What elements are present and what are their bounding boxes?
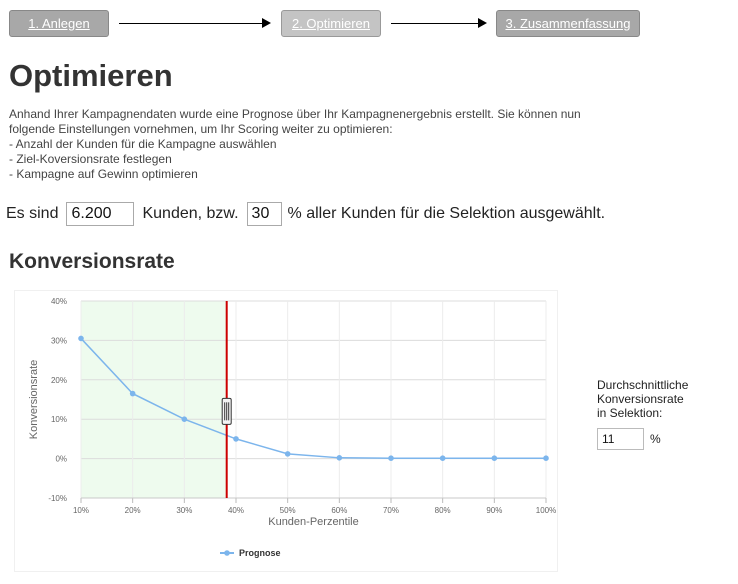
- data-point: [233, 436, 239, 442]
- y-tick-label: 40%: [51, 297, 67, 306]
- intro-bullet-2: - Ziel-Koversionsrate festlegen: [9, 152, 172, 166]
- data-point: [336, 455, 343, 461]
- data-point: [284, 451, 291, 457]
- selection-row: Es sind Kunden, bzw. % aller Kunden für …: [6, 202, 605, 226]
- x-tick-label: 10%: [73, 506, 89, 515]
- x-tick-label: 20%: [125, 506, 141, 515]
- selection-middle: Kunden, bzw.: [142, 205, 239, 222]
- selection-area: [81, 301, 227, 498]
- y-tick-label: 20%: [51, 376, 67, 385]
- step-zusammenfassung[interactable]: 3. Zusammenfassung: [496, 10, 640, 37]
- y-tick-label: 0%: [55, 455, 67, 464]
- step-anlegen[interactable]: 1. Anlegen: [9, 10, 109, 37]
- average-rate-label-1: Durchschnittliche: [597, 378, 689, 392]
- x-tick-label: 30%: [176, 506, 192, 515]
- step-arrow-1: [119, 18, 271, 28]
- intro-line-1: Anhand Ihrer Kampagnendaten wurde eine P…: [9, 107, 581, 121]
- page-title: Optimieren: [9, 58, 173, 93]
- customers-count-input[interactable]: [66, 202, 135, 226]
- data-point: [543, 455, 549, 462]
- data-point: [491, 455, 498, 462]
- selection-suffix: % aller Kunden für die Selektion ausgewä…: [287, 205, 606, 222]
- data-point: [129, 390, 136, 397]
- y-axis-title: Konversionsrate: [28, 360, 40, 440]
- step-optimieren[interactable]: 2. Optimieren: [281, 10, 381, 37]
- data-point: [181, 416, 188, 422]
- average-rate-unit: %: [650, 432, 661, 446]
- x-tick-label: 60%: [331, 506, 347, 515]
- selection-prefix: Es sind: [6, 205, 59, 222]
- conversion-chart-svg: 40% 30% 20% 10% 0% -10% 10% 20% 30% 40% 50% 60% 70% 8…: [28, 297, 556, 558]
- x-tick-label: 90%: [486, 506, 502, 515]
- x-tick-label: 100%: [536, 506, 556, 515]
- average-rate-input[interactable]: [597, 428, 644, 450]
- x-tick-label: 50%: [280, 506, 296, 515]
- section-title: Konversionsrate: [9, 250, 175, 273]
- data-point: [388, 455, 394, 462]
- data-point: [78, 335, 84, 342]
- y-tick-label: 10%: [51, 415, 67, 424]
- data-point: [439, 455, 446, 462]
- average-rate-row: %: [597, 428, 688, 450]
- intro-bullet-1: - Anzahl der Kunden für die Kampagne aus…: [9, 137, 277, 151]
- legend-point-marker: [224, 550, 230, 556]
- step-arrow-2: [391, 18, 487, 28]
- series-line-prognose: [80, 337, 546, 459]
- intro-text: Anhand Ihrer Kampagnendaten wurde eine P…: [9, 107, 649, 182]
- conversion-chart: 40% 30% 20% 10% 0% -10% 10% 20% 30% 40% 50% 60% 70% 8…: [14, 290, 558, 572]
- x-tick-label: 80%: [435, 506, 451, 515]
- y-tick-label: -10%: [48, 494, 67, 503]
- intro-line-2: folgende Einstellungen vornehmen, um Ihr…: [9, 122, 393, 136]
- x-axis-title: Kunden-Perzentile: [268, 516, 359, 528]
- average-rate-label-2: Konversionsrate: [597, 392, 684, 406]
- intro-bullet-3: - Kampagne auf Gewinn optimieren: [9, 167, 198, 181]
- legend-label: Prognose: [239, 548, 281, 558]
- average-rate-panel: Durchschnittliche Konversionsrate in Sel…: [597, 378, 688, 450]
- x-tick-label: 70%: [383, 506, 399, 515]
- average-rate-label-3: in Selektion:: [597, 406, 663, 420]
- y-tick-label: 30%: [51, 336, 67, 345]
- customers-percent-input[interactable]: [246, 202, 282, 226]
- x-tick-label: 40%: [228, 506, 244, 515]
